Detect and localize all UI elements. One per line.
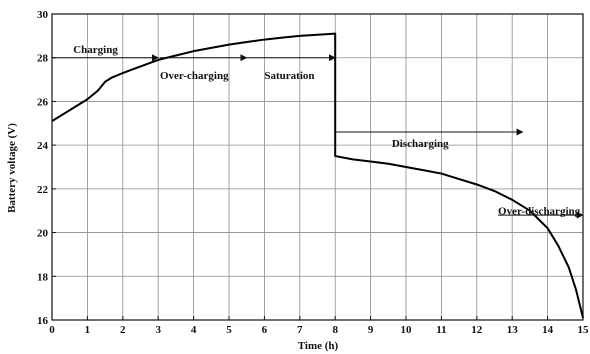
x-tick-label: 2 <box>120 324 126 336</box>
x-tick-label: 1 <box>85 324 91 336</box>
y-axis-title: Battery voltage (V) <box>6 123 18 213</box>
x-tick-label: 10 <box>401 324 413 336</box>
y-tick-label: 30 <box>37 9 49 21</box>
annotation-label: Over-charging <box>160 70 229 82</box>
x-tick-label: 8 <box>332 324 338 336</box>
voltage-curve <box>51 32 584 319</box>
x-tick-label: 3 <box>155 324 161 336</box>
annotation-label: Charging <box>73 44 118 56</box>
y-tick-label: 22 <box>37 184 49 196</box>
x-tick-label: 9 <box>368 324 374 336</box>
y-tick-label: 24 <box>37 140 49 152</box>
y-tick-label: 28 <box>37 53 49 65</box>
x-tick-label: 13 <box>507 324 519 336</box>
data-series <box>51 32 584 319</box>
x-tick-label: 5 <box>226 324 232 336</box>
annotation-label: Discharging <box>392 138 449 150</box>
x-tick-label: 11 <box>436 324 446 336</box>
x-tick-label: 15 <box>578 324 590 336</box>
x-axis-title: Time (h) <box>298 340 339 352</box>
x-tick-label: 12 <box>471 324 483 336</box>
x-tick-labels: 0 1 2 3 4 5 6 7 8 9 10 11 12 13 14 15 <box>49 324 589 336</box>
x-tick-label: 14 <box>542 324 554 336</box>
x-tick-label: 7 <box>297 324 303 336</box>
plot-border <box>51 13 584 321</box>
y-tick-label: 18 <box>37 271 49 283</box>
y-tick-label: 20 <box>37 228 49 240</box>
x-tick-label: 6 <box>262 324 268 336</box>
x-tick-label: 4 <box>191 324 197 336</box>
plot-frame <box>51 13 584 321</box>
y-tick-label: 16 <box>37 315 49 327</box>
y-tick-label: 26 <box>37 96 49 108</box>
x-tick-label: 0 <box>49 324 55 336</box>
annotations: Charging Over-charging Saturation Dischargi… <box>52 44 584 219</box>
annotation-label: Saturation <box>264 70 314 82</box>
grid-lines <box>51 13 584 321</box>
y-tick-labels: 16 18 20 22 24 26 28 30 <box>37 9 49 327</box>
annotation-label: Over-discharging <box>498 206 581 218</box>
